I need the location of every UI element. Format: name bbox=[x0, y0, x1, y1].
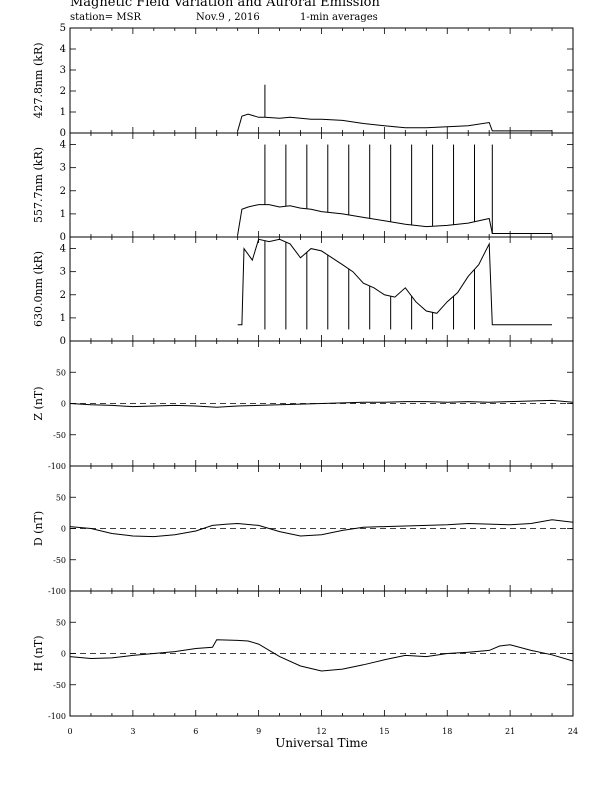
y-tick-label: -50 bbox=[53, 431, 66, 440]
panel-2: 0 1 2 3 4 557.7nm (kR) bbox=[32, 132, 574, 243]
y-tick-label: 0 bbox=[61, 650, 66, 659]
y-tick-label: 0 bbox=[60, 232, 66, 243]
panel-frame bbox=[69, 236, 574, 342]
y-tick-label: 1 bbox=[60, 209, 66, 220]
x-tick-label: 3 bbox=[130, 727, 135, 736]
series-line bbox=[69, 399, 574, 408]
x-tick-label: 21 bbox=[505, 727, 515, 736]
y-tick-label: -50 bbox=[53, 556, 66, 565]
y-tick-label: -100 bbox=[48, 587, 66, 596]
y-tick-label: 4 bbox=[60, 44, 66, 55]
y-tick-label: 1 bbox=[60, 313, 66, 324]
x-tick-label: 24 bbox=[568, 727, 578, 736]
panel-frame bbox=[69, 27, 574, 134]
panel-4: -100 -50 0 50 Z (nT) bbox=[32, 340, 574, 471]
panel-1: 0 1 2 3 4 5 427.8nm (kR) bbox=[32, 23, 574, 139]
y-tick-label: -100 bbox=[48, 712, 66, 721]
y-tick-label: 3 bbox=[60, 163, 66, 174]
y-tick-label: 0 bbox=[61, 525, 66, 534]
panel-6: -100 -50 0 50 H (nT) bbox=[32, 590, 574, 721]
series-line bbox=[237, 204, 552, 235]
y-axis-label: 557.7nm (kR) bbox=[32, 147, 45, 223]
y-tick-label: 2 bbox=[60, 290, 66, 301]
y-tick-label: 0 bbox=[60, 128, 66, 139]
y-tick-label: 50 bbox=[56, 618, 66, 627]
panel-5: -100 -50 0 50 D (nT) bbox=[32, 465, 574, 596]
y-tick-label: 3 bbox=[60, 267, 66, 278]
series-line bbox=[69, 519, 574, 538]
x-tick-label: 15 bbox=[379, 727, 389, 736]
y-tick-label: 0 bbox=[61, 400, 66, 409]
y-tick-label: 1 bbox=[60, 107, 66, 118]
y-axis-label: D (nT) bbox=[32, 511, 45, 546]
series-line bbox=[237, 113, 552, 132]
y-tick-label: 5 bbox=[60, 23, 66, 34]
y-axis-label: 427.8nm (kR) bbox=[32, 42, 45, 118]
y-axis-label: Z (nT) bbox=[32, 386, 45, 420]
y-tick-label: 3 bbox=[60, 65, 66, 76]
x-tick-label: 6 bbox=[193, 727, 198, 736]
y-tick-label: 4 bbox=[60, 140, 66, 151]
y-tick-label: -100 bbox=[48, 462, 66, 471]
x-axis-label: Universal Time bbox=[275, 736, 368, 750]
series-line bbox=[237, 238, 552, 326]
chart-title: Magnetic Field Variation and Auroral Emi… bbox=[70, 0, 380, 10]
x-tick-label: 0 bbox=[67, 727, 72, 736]
y-tick-label: 50 bbox=[56, 368, 66, 377]
panel-frame bbox=[69, 132, 574, 238]
y-tick-label: 50 bbox=[56, 493, 66, 502]
series-line bbox=[69, 639, 574, 672]
averaging-label: 1-min averages bbox=[300, 12, 378, 23]
station-label: station= MSR bbox=[70, 12, 141, 23]
y-tick-label: 2 bbox=[60, 86, 66, 97]
panel-3: 0 1 2 3 4 630.0nm (kR) bbox=[32, 236, 574, 347]
y-tick-label: 2 bbox=[60, 186, 66, 197]
x-tick-label: 18 bbox=[442, 727, 452, 736]
y-tick-label: 0 bbox=[60, 336, 66, 347]
y-tick-label: -50 bbox=[53, 681, 66, 690]
y-axis-label: H (nT) bbox=[32, 635, 45, 671]
date-label: Nov.9 , 2016 bbox=[196, 12, 260, 23]
x-tick-label: 9 bbox=[256, 727, 261, 736]
x-tick-label: 12 bbox=[316, 727, 326, 736]
y-axis-label: 630.0nm (kR) bbox=[32, 251, 45, 327]
y-tick-label: 4 bbox=[60, 244, 66, 255]
